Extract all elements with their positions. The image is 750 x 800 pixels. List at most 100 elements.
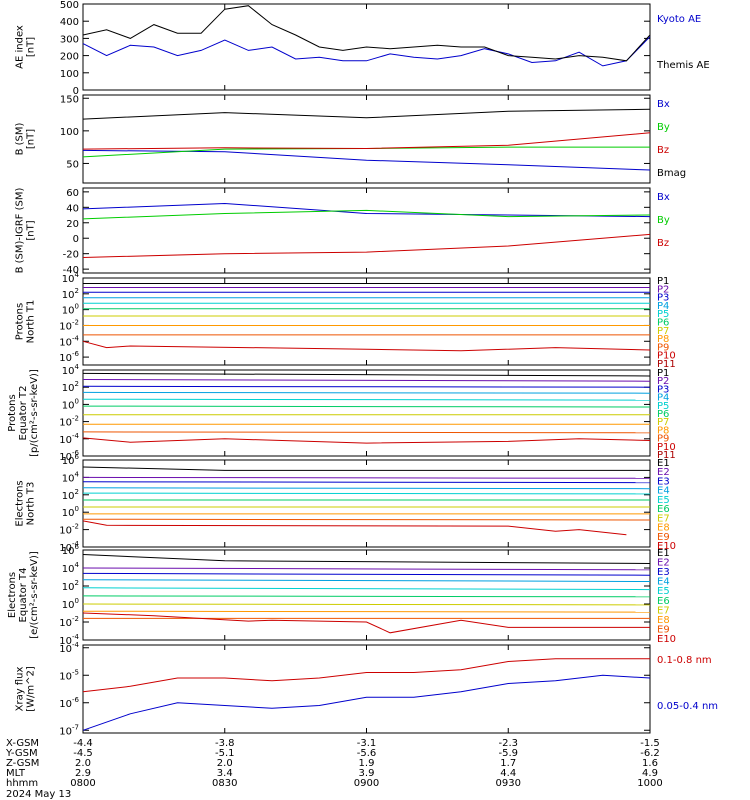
panel-2: 50 100 150 B (SM) [nT] Bx By Bz Bmag xyxy=(15,94,686,184)
series-p3 xyxy=(82,385,651,388)
legend-e6: E6 xyxy=(657,596,670,607)
legend-p11: P11 xyxy=(657,359,676,370)
series-e10 xyxy=(82,520,627,536)
legend-p1: P1 xyxy=(657,368,669,379)
legend-bx: Bx xyxy=(657,192,670,203)
legend-p3: P3 xyxy=(657,293,669,304)
series-bz xyxy=(82,233,651,258)
legend-p7: P7 xyxy=(657,417,669,428)
ephemeris-value: -5.9 xyxy=(498,748,518,759)
ephemeris-value: -4.4 xyxy=(73,738,93,749)
y-tick-label: -40 xyxy=(63,265,79,276)
ephemeris-value: 4.9 xyxy=(642,768,658,779)
legend-bz: Bz xyxy=(657,238,669,249)
series-p10 xyxy=(82,340,651,352)
ephemeris-value: 1.7 xyxy=(500,758,516,769)
ephemeris-value: -5.6 xyxy=(357,748,377,759)
ephemeris-value: -2.3 xyxy=(498,738,518,749)
legend-bmag: Bmag xyxy=(657,168,686,179)
y-axis-label: North T3 xyxy=(26,482,37,526)
ephemeris-label: MLT xyxy=(6,768,26,779)
series-e3 xyxy=(82,481,651,484)
y-axis-label: Protons xyxy=(7,394,18,431)
ephemeris-value: -3.1 xyxy=(357,738,377,749)
series-e1 xyxy=(82,554,651,564)
y-tick-label: 300 xyxy=(60,34,79,45)
series-p2 xyxy=(82,379,651,382)
series-e5 xyxy=(82,492,651,495)
legend-bx: Bx xyxy=(657,99,670,110)
y-axis-label: [nT] xyxy=(26,129,37,149)
legend-0-05-0-4-nm: 0.05-0.4 nm xyxy=(657,701,718,712)
legend-e7: E7 xyxy=(657,605,670,616)
y-tick-label: 500 xyxy=(60,0,79,11)
ephemeris-value: -1.5 xyxy=(640,738,660,749)
legend-p5: P5 xyxy=(657,309,669,320)
y-axis-label: Xray flux xyxy=(15,667,26,712)
legend-e1: E1 xyxy=(657,548,670,559)
series-kyoto-ae xyxy=(82,36,651,67)
ephemeris-value: 2.0 xyxy=(217,758,233,769)
legend-0-1-0-8-nm: 0.1-0.8 nm xyxy=(657,655,712,666)
legend-e10: E10 xyxy=(657,634,676,645)
y-axis-label: [W/m^2] xyxy=(26,666,37,712)
y-tick-label: 0 xyxy=(73,86,79,97)
ephemeris-value: 4.4 xyxy=(500,768,516,779)
legend-bz: Bz xyxy=(657,145,669,156)
legend-p4: P4 xyxy=(657,393,669,404)
legend-e2: E2 xyxy=(657,558,670,569)
legend-e8: E8 xyxy=(657,615,670,626)
y-tick-label: -20 xyxy=(63,250,79,261)
ephemeris-value: 1.6 xyxy=(642,758,658,769)
ephemeris-value: 0800 xyxy=(70,778,95,789)
series-p10 xyxy=(82,437,651,444)
legend-themis-ae: Themis AE xyxy=(656,60,710,71)
series-p1 xyxy=(82,372,651,377)
legend-e2: E2 xyxy=(657,467,670,478)
ephemeris-value: -3.8 xyxy=(215,738,235,749)
y-axis-label: [nT] xyxy=(26,37,37,57)
series-bz xyxy=(82,132,651,150)
legend-p7: P7 xyxy=(657,326,669,337)
ephemeris-label: Y-GSM xyxy=(5,748,38,759)
legend-e7: E7 xyxy=(657,513,670,524)
y-axis-label: Electrons xyxy=(15,480,26,526)
legend-e3: E3 xyxy=(657,567,670,578)
legend-e8: E8 xyxy=(657,523,670,534)
legend-p10: P10 xyxy=(657,351,676,362)
y-tick-label: 100 xyxy=(60,127,79,138)
series-e7 xyxy=(82,603,651,606)
legend-e1: E1 xyxy=(657,458,670,469)
legend-p4: P4 xyxy=(657,301,669,312)
ephemeris-value: 1000 xyxy=(637,778,662,789)
legend-by: By xyxy=(657,122,670,133)
legend-p6: P6 xyxy=(657,409,669,420)
series-by xyxy=(82,209,651,220)
legend-e6: E6 xyxy=(657,504,670,515)
y-axis-label: [e/(cm²-s-sr-keV)] xyxy=(29,551,40,639)
y-axis-label: [p/(cm²-s-sr-keV)] xyxy=(29,369,40,457)
series-e4 xyxy=(82,487,651,490)
series-0-1-0-8-nm xyxy=(82,658,650,693)
ephemeris-value: 2.0 xyxy=(75,758,91,769)
y-axis-label: Equator T4 xyxy=(18,568,29,623)
ephemeris-label: Z-GSM xyxy=(6,758,39,769)
y-tick-label: 40 xyxy=(66,203,79,214)
ephemeris-label: hhmm xyxy=(6,778,38,789)
series-0-05-0-4-nm xyxy=(82,674,651,731)
legend-e4: E4 xyxy=(657,577,670,588)
y-axis-label: B (SM) xyxy=(15,122,26,155)
date-label: 2024 May 13 xyxy=(6,789,71,800)
ephemeris-value: 0900 xyxy=(354,778,379,789)
legend-p8: P8 xyxy=(657,425,669,436)
panel-1: 0 100 200 300 400 500 AE index [nT] Kyoto AE Them… xyxy=(15,0,710,97)
legend-p6: P6 xyxy=(657,318,669,329)
legend-p1: P1 xyxy=(657,276,669,287)
legend-p10: P10 xyxy=(657,442,676,453)
series-e6 xyxy=(82,595,651,598)
ephemeris-value: -6.2 xyxy=(640,748,660,759)
ephemeris-value: -4.5 xyxy=(73,748,93,759)
ephemeris-value: 3.9 xyxy=(359,768,375,779)
